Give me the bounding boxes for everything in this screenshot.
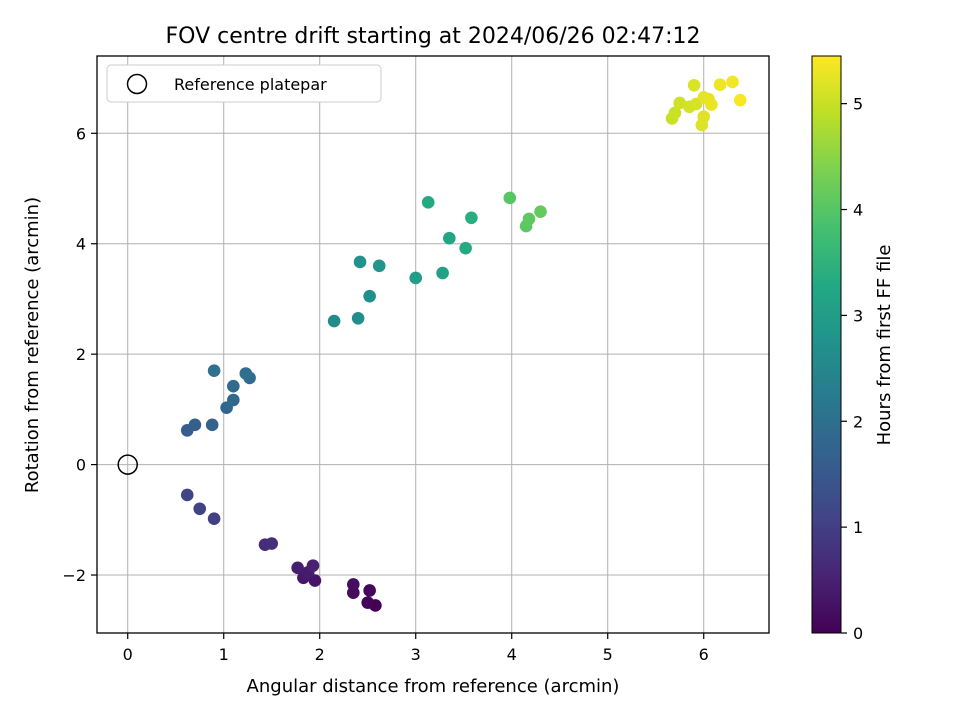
data-point bbox=[327, 314, 341, 328]
data-point bbox=[188, 418, 202, 432]
x-tick-label: 4 bbox=[507, 645, 517, 664]
x-axis-ticks: 0 1 2 3 4 5 6 bbox=[123, 633, 709, 664]
data-point bbox=[421, 196, 435, 209]
x-tick-label: 2 bbox=[315, 645, 325, 664]
data-point bbox=[733, 93, 747, 107]
legend: Reference platepar bbox=[106, 64, 382, 103]
data-point bbox=[687, 78, 701, 92]
x-tick-label: 5 bbox=[603, 645, 613, 664]
data-point bbox=[363, 289, 376, 303]
data-point bbox=[207, 364, 221, 378]
colorbar-tick-label: 2 bbox=[853, 412, 863, 431]
y-tick-label: 0 bbox=[76, 456, 86, 475]
data-points bbox=[117, 75, 747, 612]
legend-entry-label: Reference platepar bbox=[174, 75, 327, 94]
data-point bbox=[265, 537, 279, 550]
data-point bbox=[372, 259, 386, 273]
data-point bbox=[347, 578, 360, 591]
data-point bbox=[239, 367, 253, 380]
y-axis-label: Rotation from reference (arcmin) bbox=[22, 197, 43, 493]
data-point bbox=[306, 559, 320, 572]
y-tick-label: 4 bbox=[76, 235, 86, 254]
data-point bbox=[443, 231, 456, 245]
legend-marker-icon bbox=[126, 73, 148, 95]
x-axis-label: Angular distance from reference (arcmin) bbox=[247, 676, 620, 697]
data-point bbox=[361, 596, 375, 609]
data-point bbox=[363, 584, 376, 597]
colorbar-tick-label: 4 bbox=[853, 201, 863, 220]
data-point bbox=[193, 502, 207, 516]
data-point bbox=[668, 106, 682, 120]
data-point bbox=[351, 311, 365, 325]
grid-lines bbox=[97, 56, 769, 633]
data-point bbox=[227, 393, 240, 407]
colorbar-tick-label: 1 bbox=[853, 518, 863, 537]
data-point bbox=[534, 205, 547, 219]
x-tick-label: 3 bbox=[411, 645, 421, 664]
data-point bbox=[353, 255, 367, 269]
data-point bbox=[673, 96, 687, 110]
data-point bbox=[207, 512, 221, 526]
colorbar-tick-label: 3 bbox=[853, 306, 863, 325]
data-point bbox=[409, 271, 423, 285]
data-point bbox=[205, 418, 219, 432]
data-point bbox=[503, 191, 517, 205]
chart-title: FOV centre drift starting at 2024/06/26 … bbox=[166, 24, 701, 49]
colorbar-tick-label: 5 bbox=[853, 95, 863, 114]
reference-platepar-marker bbox=[117, 454, 138, 475]
x-tick-label: 0 bbox=[123, 645, 133, 664]
plot-frame bbox=[96, 55, 770, 634]
data-point bbox=[713, 78, 727, 92]
x-tick-label: 1 bbox=[219, 645, 229, 664]
data-point bbox=[180, 488, 194, 502]
data-point bbox=[726, 75, 739, 89]
colorbar: 0 1 2 3 4 5 Hours from first FF file bbox=[811, 55, 895, 643]
data-point bbox=[227, 379, 240, 393]
colorbar-ticks: 0 1 2 3 4 5 bbox=[841, 95, 863, 643]
colorbar-label: Hours from first FF file bbox=[874, 245, 895, 446]
x-tick-label: 6 bbox=[699, 645, 709, 664]
data-point bbox=[697, 110, 711, 124]
y-axis-ticks: −2 0 2 4 6 bbox=[62, 124, 97, 585]
data-point bbox=[522, 212, 536, 226]
colorbar-gradient bbox=[811, 55, 842, 634]
data-point bbox=[436, 266, 449, 280]
data-point bbox=[459, 241, 472, 255]
y-tick-label: −2 bbox=[62, 566, 86, 585]
data-point bbox=[291, 561, 304, 575]
data-point bbox=[705, 98, 718, 111]
data-point bbox=[465, 211, 478, 225]
y-tick-label: 6 bbox=[76, 124, 86, 143]
colorbar-tick-label: 0 bbox=[853, 624, 863, 643]
legend-box bbox=[106, 64, 382, 103]
y-tick-label: 2 bbox=[76, 345, 86, 364]
